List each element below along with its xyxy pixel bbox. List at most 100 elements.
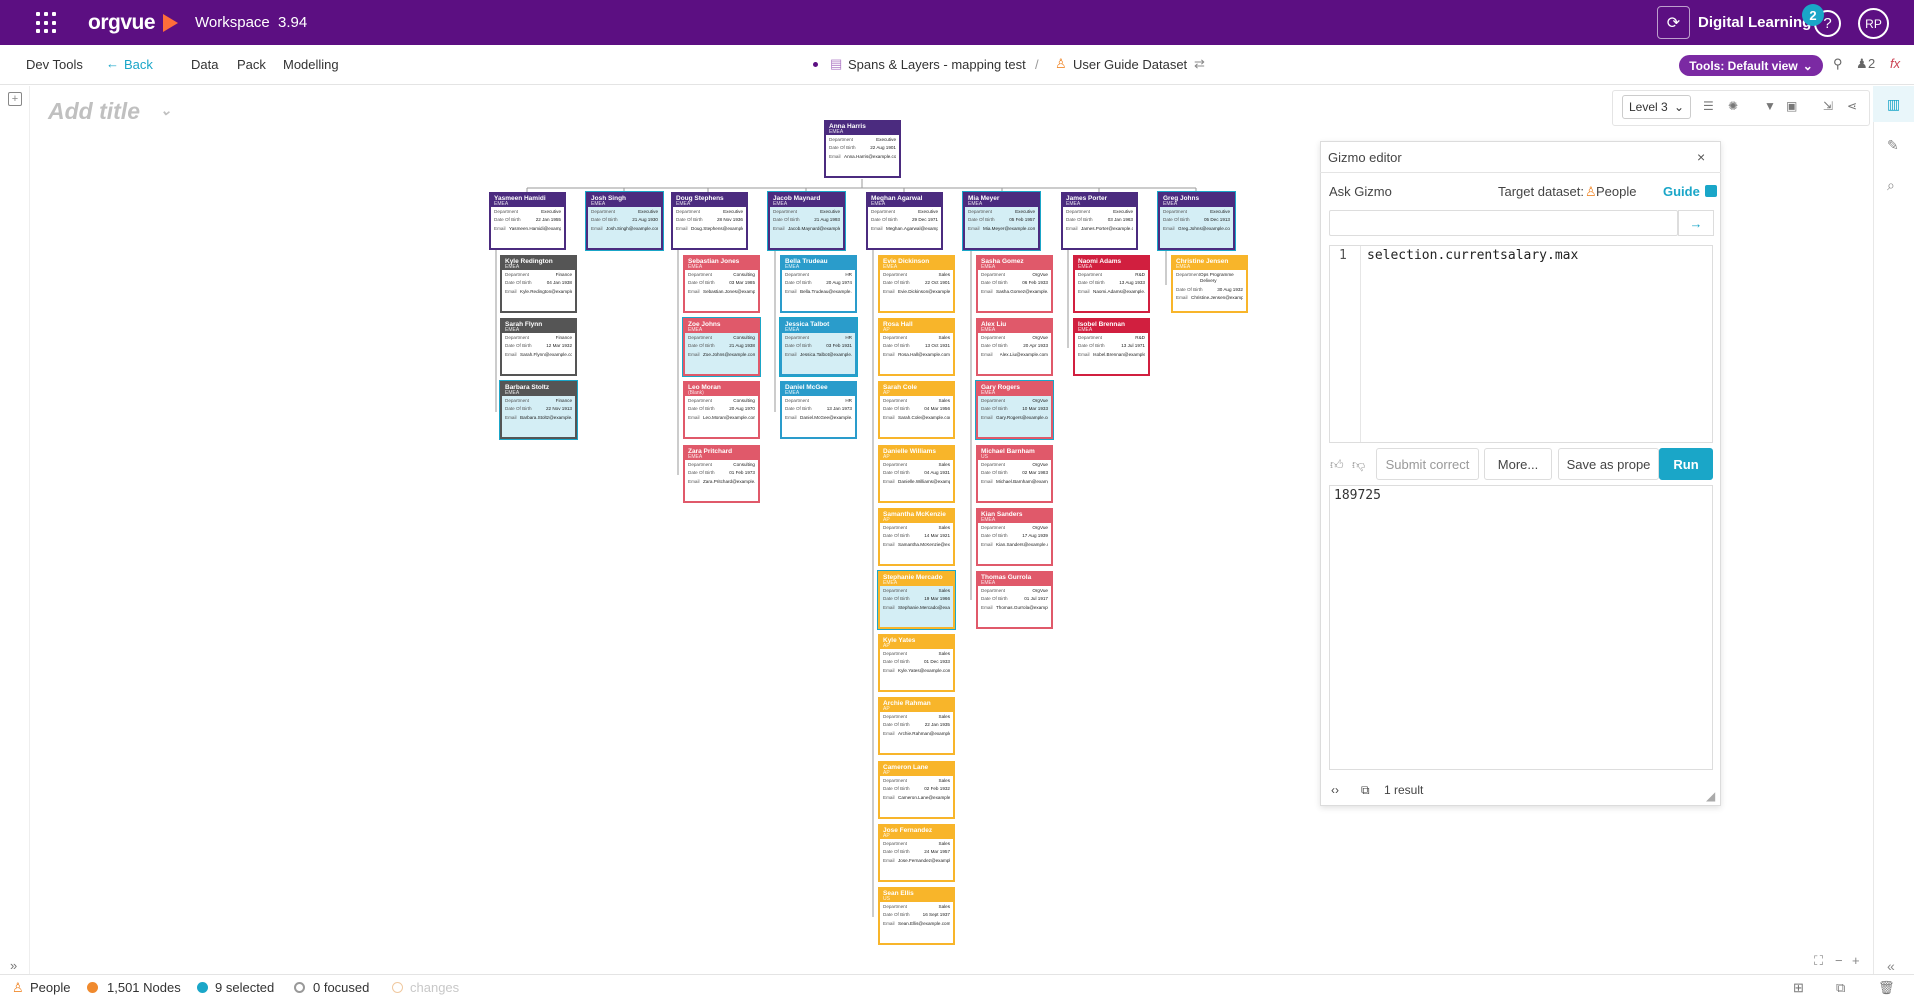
edit-icon[interactable]: ✎	[1887, 137, 1899, 153]
org-node[interactable]: Jacob Maynard EMEA Department Executive Date…	[768, 192, 845, 250]
notification-badge[interactable]: 2	[1802, 4, 1824, 26]
org-node[interactable]: Kian Sanders EMEA Department OrgVue Date Of …	[976, 508, 1053, 566]
add-panel-icon[interactable]: +	[8, 92, 22, 106]
ask-gizmo-input[interactable]	[1329, 210, 1678, 236]
org-node[interactable]: Meghan Agarwal EMEA Department Executive Dat…	[866, 192, 943, 250]
palette-icon[interactable]: ✺	[1728, 99, 1739, 113]
status-selected[interactable]: 9 selected	[215, 980, 275, 995]
org-node[interactable]: Zara Pritchard EMEA Department Consulting Da…	[683, 445, 760, 503]
app-grid-icon[interactable]	[36, 12, 58, 34]
status-dataset[interactable]: People	[30, 980, 71, 995]
level-select[interactable]: Level 3 ⌄	[1622, 95, 1691, 119]
code-brackets-icon[interactable]: ‹›	[1331, 783, 1339, 797]
org-node[interactable]: James Porter EMEA Department Executive Date …	[1061, 192, 1138, 250]
close-icon[interactable]: ×	[1697, 149, 1706, 165]
collapse-right-icon[interactable]: «	[1887, 958, 1895, 974]
org-node[interactable]: Evie Dickinson EMEA Department Sales Date Of…	[878, 255, 955, 313]
status-changes[interactable]: changes	[410, 980, 460, 995]
target-dataset-value[interactable]: People	[1596, 184, 1637, 199]
pack-menu[interactable]: Pack	[237, 57, 266, 72]
org-node[interactable]: Naomi Adams EMEA Department R&D Date Of Birt…	[1073, 255, 1150, 313]
thumbs-up-icon[interactable]: 👍︎	[1330, 457, 1344, 472]
org-node[interactable]: Rosa Hall AP Department Sales Date Of Birth 1…	[878, 318, 955, 376]
org-node[interactable]: Sasha Gomez EMEA Department OrgVue Date Of B…	[976, 255, 1053, 313]
org-node[interactable]: Mia Meyer EMEA Department Executive Date Of …	[963, 192, 1040, 250]
guide-link[interactable]: Guide	[1663, 184, 1700, 199]
refresh-icon[interactable]: ⇄	[1194, 56, 1205, 71]
user-avatar[interactable]: RP	[1858, 8, 1889, 39]
org-node[interactable]: Kyle Yates AP Department Sales Date Of Birth…	[878, 634, 955, 692]
org-node[interactable]: Zoe Johns EMEA Department Consulting Date Of…	[683, 318, 760, 376]
org-node[interactable]: Sean Ellis US Department Sales Date Of Birth…	[878, 887, 955, 945]
copy-icon[interactable]: ⧉	[1361, 783, 1370, 797]
org-node[interactable]: Cameron Lane AP Department Sales Date Of Bir…	[878, 761, 955, 819]
org-node[interactable]: Yasmeen Hamidi EMEA Department Executive Dat…	[489, 192, 566, 250]
org-node[interactable]: Josh Singh EMEA Department Executive Date Of…	[586, 192, 663, 250]
org-node[interactable]: Jessica Talbot EMEA Department HR Date Of Bi…	[780, 318, 857, 376]
code-editor[interactable]	[1329, 245, 1713, 443]
org-node[interactable]: Daniel McGee EMEA Department HR Date Of Birt…	[780, 381, 857, 439]
zoom-out-icon[interactable]: −	[1835, 953, 1843, 968]
org-node[interactable]: Gary Rogers EMEA Department OrgVue Date Of B…	[976, 381, 1053, 439]
more-button[interactable]: More...	[1484, 448, 1552, 480]
sync-icon[interactable]: ⟳	[1657, 6, 1690, 39]
send-arrow-icon[interactable]: →	[1678, 210, 1714, 236]
org-node[interactable]: Barbara Stoltz EMEA Department Finance Date …	[500, 381, 577, 439]
org-node[interactable]: Stephanie Mercado EMEA Department Sales Date…	[878, 571, 955, 629]
data-menu[interactable]: Data	[191, 57, 219, 72]
org-node[interactable]: Greg Johns EMEA Department Executive Date Of…	[1158, 192, 1235, 250]
org-node[interactable]: Archie Rahman AP Department Sales Date Of Bi…	[878, 697, 955, 755]
expand-left-icon[interactable]: »	[10, 958, 18, 973]
list-icon[interactable]: ☰	[1703, 99, 1714, 113]
status-nodes[interactable]: 1,501 Nodes	[107, 980, 181, 995]
status-focused[interactable]: 0 focused	[313, 980, 370, 995]
pin-icon[interactable]: ⚲	[1833, 56, 1843, 71]
submit-correction-button[interactable]: Submit correct	[1376, 448, 1479, 480]
tools-view-dropdown[interactable]: Tools: Default view ⌄	[1679, 55, 1823, 76]
dev-tools-menu[interactable]: Dev Tools	[26, 57, 83, 72]
org-node[interactable]: Sarah Cole AP Department Sales Date Of Birth…	[878, 381, 955, 439]
external-link-icon[interactable]	[1705, 185, 1717, 197]
save-as-property-button[interactable]: Save as prope	[1558, 448, 1659, 480]
org-node[interactable]: Leo Moran (Blank) Department Consulting Date…	[683, 381, 760, 439]
org-node[interactable]: Doug Stephens EMEA Department Executive Date…	[671, 192, 748, 250]
org-node[interactable]: Sebastian Jones EMEA Department Consulting D…	[683, 255, 760, 313]
org-node[interactable]: Danielle Williams AP Department Sales Date O…	[878, 445, 955, 503]
org-node[interactable]: Bella Trudeau EMEA Department HR Date Of Bir…	[780, 255, 857, 313]
tenant-name[interactable]: Digital Learning	[1698, 14, 1812, 31]
zoom-in-icon[interactable]: +	[1852, 953, 1860, 968]
org-node[interactable]: Isobel Brennan EMEA Department R&D Date Of B…	[1073, 318, 1150, 376]
search-icon[interactable]: ⌕	[1887, 177, 1895, 193]
filter-icon[interactable]: ▼	[1764, 99, 1776, 113]
duplicate-icon[interactable]: ⧉	[1836, 980, 1846, 995]
resize-handle-icon[interactable]: ◢	[1706, 789, 1716, 803]
run-button[interactable]: Run	[1659, 448, 1713, 480]
org-node[interactable]: Alex Liu EMEA Department OrgVue Date Of Birt…	[976, 318, 1053, 376]
layers-icon[interactable]: ▣	[1786, 99, 1798, 113]
breadcrumb-dataset[interactable]: User Guide Dataset	[1073, 57, 1188, 72]
chart-panel-icon[interactable]: ▥	[1887, 96, 1901, 112]
breadcrumb-pack[interactable]: Spans & Layers - mapping test	[848, 57, 1026, 72]
org-node[interactable]: Kyle Redington EMEA Department Finance Date …	[500, 255, 577, 313]
thumbs-down-icon[interactable]: 👎︎	[1352, 457, 1366, 472]
org-node[interactable]: Thomas Gurrola EMEA Department OrgVue Date O…	[976, 571, 1053, 629]
modelling-menu[interactable]: Modelling	[283, 57, 339, 72]
org-node[interactable]: Samantha McKenzie AP Department Sales Date O…	[878, 508, 955, 566]
add-item-icon[interactable]: ⊞	[1793, 980, 1804, 995]
add-title-placeholder[interactable]: Add title	[48, 98, 140, 124]
org-node[interactable]: Sarah Flynn EMEA Department Finance Date Of …	[500, 318, 577, 376]
back-arrow-icon[interactable]: ←	[106, 56, 119, 71]
fit-screen-icon[interactable]: ⛶	[1814, 953, 1824, 968]
org-node[interactable]: Anna Harris EMEA Department Executive Date O…	[824, 120, 901, 178]
export-icon[interactable]: ⇲	[1823, 99, 1834, 113]
back-button[interactable]: Back	[124, 57, 153, 72]
org-node[interactable]: Jose Fernandez AP Department Sales Date Of B…	[878, 824, 955, 882]
title-chevron-icon[interactable]: ⌄	[160, 102, 172, 118]
org-node[interactable]: Michael Barnham US Department OrgVue Date Of…	[976, 445, 1053, 503]
org-node[interactable]: Christine Jensen EMEA Department Ops Progra…	[1171, 255, 1248, 313]
share-icon[interactable]: ⋖	[1847, 99, 1858, 113]
people-icon[interactable]: ♟	[1856, 56, 1868, 71]
delete-icon[interactable]: 🗑︎	[1878, 980, 1895, 995]
code-expression[interactable]: selection.currentsalary.max	[1367, 248, 1579, 263]
formula-icon[interactable]: fx	[1890, 56, 1901, 71]
